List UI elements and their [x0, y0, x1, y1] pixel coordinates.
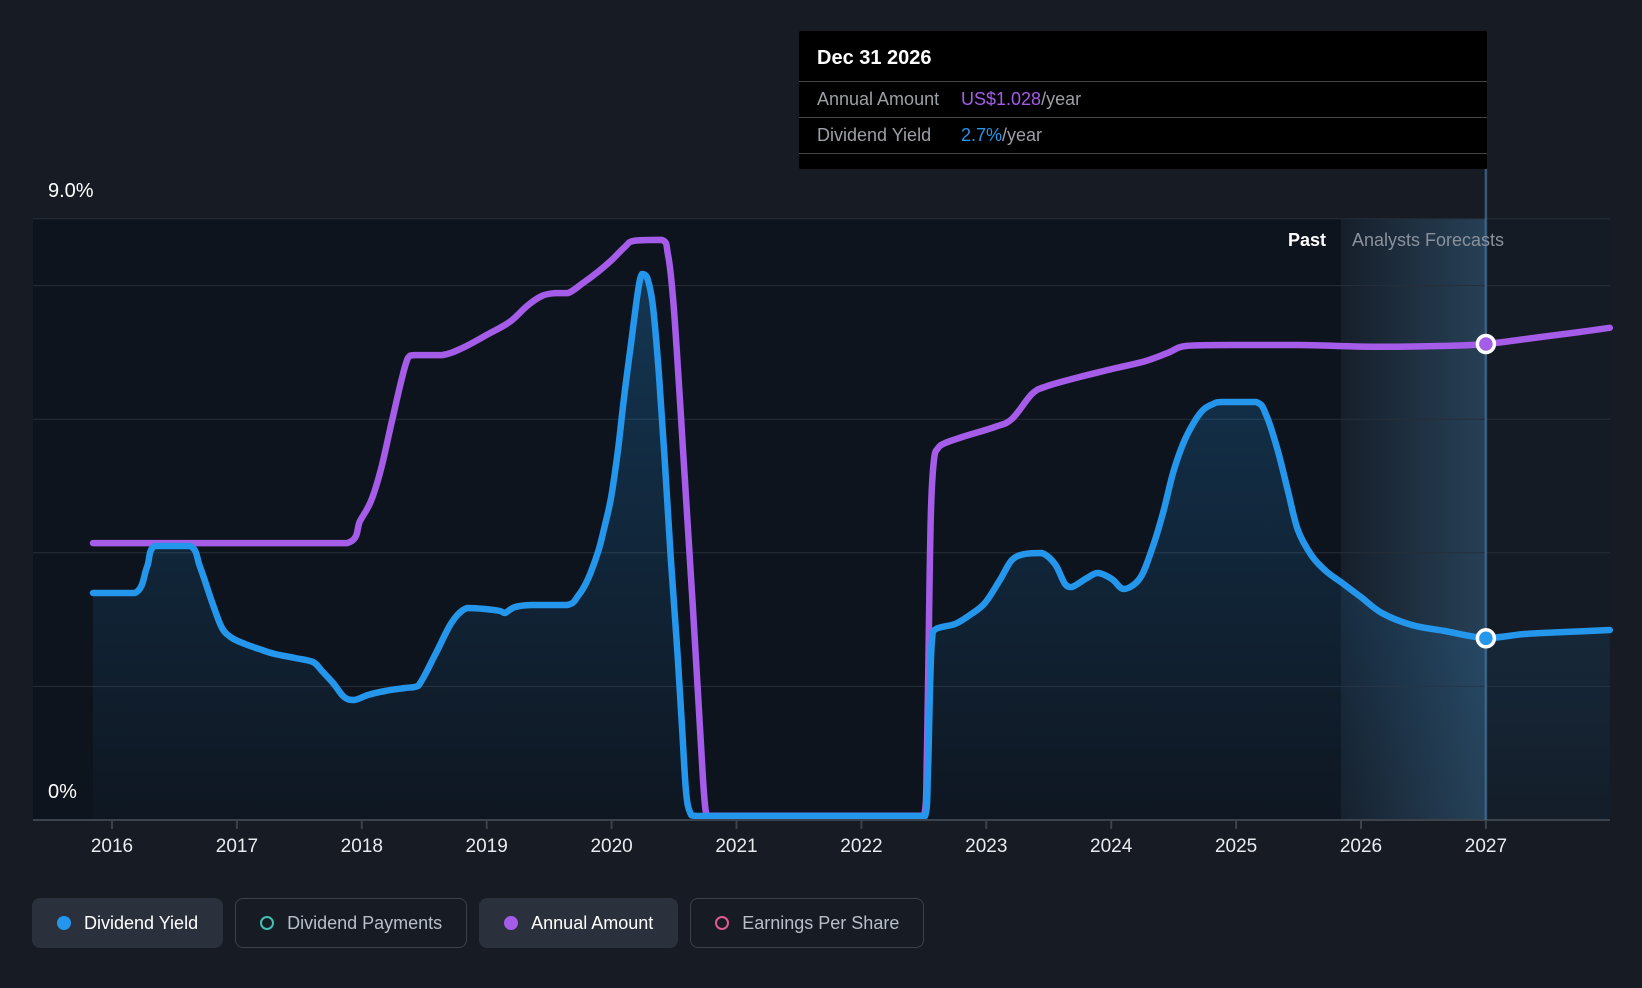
dividend-yield-area	[93, 274, 1610, 820]
legend-label: Earnings Per Share	[742, 912, 900, 933]
past-region-label: Past	[1287, 230, 1326, 250]
y-axis-top-label: 9.0%	[48, 180, 94, 202]
legend-item-earnings-per-share[interactable]: Earnings Per Share	[690, 898, 925, 948]
legend-item-dividend-yield[interactable]: Dividend Yield	[32, 898, 224, 948]
x-tick-label: 2025	[1214, 836, 1258, 857]
tooltip-value-annual-amount: US$1.028/year	[961, 82, 1081, 117]
dividend-yield-line	[89, 270, 1614, 820]
legend-item-dividend-payments[interactable]: Dividend Payments	[235, 898, 468, 948]
x-tick-label: 2027	[1464, 836, 1508, 857]
tooltip-label: Annual Amount	[817, 89, 940, 109]
tooltip-value-number: US$1.028	[961, 89, 1042, 109]
x-tick-label: 2026	[1339, 836, 1383, 857]
x-tick-label: 2016	[90, 836, 134, 857]
annual-amount-dot-icon	[504, 916, 519, 930]
annual-amount-marker	[1475, 333, 1497, 355]
legend-label: Annual Amount	[531, 912, 654, 933]
legend-item-annual-amount[interactable]: Annual Amount	[479, 898, 679, 948]
forecast-region-label: Analysts Forecasts	[1352, 230, 1505, 250]
dividend-yield-dot-icon	[57, 916, 71, 930]
x-tick-label: 2017	[215, 836, 259, 857]
tooltip-row-annual-amount: Annual Amount US$1.028/year	[799, 81, 1487, 117]
x-tick-label: 2019	[465, 836, 508, 857]
tooltip-label: Dividend Yield	[817, 125, 932, 145]
y-axis-bottom-label: 0%	[48, 781, 77, 803]
annual-amount-line	[89, 236, 1614, 820]
tooltip-value-number: 2.7%	[961, 125, 1003, 145]
tooltip-value-suffix: /year	[1041, 89, 1082, 109]
dividend-yield-marker	[1475, 628, 1497, 649]
legend-label: Dividend Yield	[84, 912, 199, 933]
x-tick-label: 2020	[590, 836, 633, 857]
tooltip-row-dividend-yield: Dividend Yield 2.7%/year	[799, 117, 1487, 154]
chart-tooltip: Dec 31 2026 Annual Amount US$1.028/year …	[799, 31, 1487, 169]
tooltip-date: Dec 31 2026	[817, 47, 932, 69]
chart-legend: Dividend Yield Dividend Payments Annual …	[32, 898, 925, 948]
tooltip-value-dividend-yield: 2.7%/year	[961, 118, 1042, 153]
x-tick-label: 2023	[965, 836, 1008, 857]
tooltip-value-suffix: /year	[1002, 125, 1043, 145]
earnings-per-share-ring-icon	[715, 916, 730, 930]
x-tick-label: 2022	[840, 836, 883, 857]
dividend-payments-ring-icon	[260, 916, 275, 930]
x-tick-label: 2018	[340, 836, 383, 857]
x-tick-label: 2021	[715, 836, 758, 857]
x-tick-label: 2024	[1090, 836, 1133, 857]
legend-label: Dividend Payments	[287, 912, 443, 933]
